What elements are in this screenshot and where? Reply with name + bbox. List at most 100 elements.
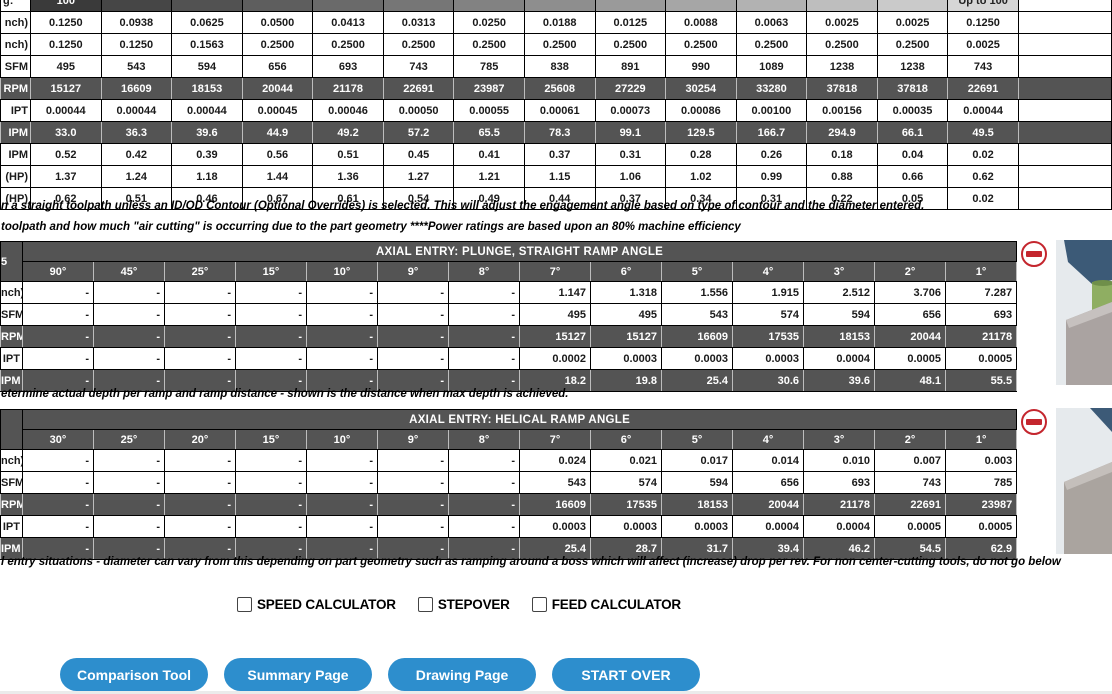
- table-cell: -: [22, 449, 94, 472]
- table-cell: 20044: [241, 77, 314, 100]
- corner-label: [0, 409, 23, 450]
- angle-header-cell: 6°: [590, 261, 662, 282]
- table-cell: 33.0: [30, 121, 102, 144]
- table-cell: 49.5: [947, 121, 1019, 144]
- table-cell: -: [306, 471, 378, 494]
- table-row: IPT - - - - - - -0.0003 0.0003 0.0003 0.0004 0.0004…: [0, 515, 1018, 538]
- table-cell: -: [377, 493, 449, 516]
- row-label: IPT: [0, 99, 31, 122]
- table-cell: 1.24: [100, 165, 173, 188]
- row-label: SFM: [0, 471, 23, 494]
- drawing-page-button[interactable]: Drawing Page: [388, 658, 536, 691]
- table-row: IPT - - - - - - -0.0002 0.0003 0.0003 0.0003 0.0004…: [0, 347, 1018, 370]
- comparison-tool-button[interactable]: Comparison Tool: [60, 658, 208, 691]
- row-label: (HP): [0, 187, 31, 210]
- table-cell: -: [93, 325, 165, 348]
- table-cell: 0.0250: [453, 11, 525, 34]
- table-cell: -: [448, 449, 520, 472]
- row-label: RPM: [0, 77, 31, 100]
- table-cell: 294.9: [806, 121, 878, 144]
- table-cell: -: [377, 325, 449, 348]
- table-cell: -: [377, 281, 449, 304]
- minus-circle-icon[interactable]: [1021, 241, 1047, 267]
- table-cell: 99.1: [594, 121, 667, 144]
- table-cell: -: [164, 369, 236, 392]
- table-cell: [1017, 187, 1112, 210]
- table-cell: 0.37: [523, 143, 596, 166]
- table-cell: -: [235, 515, 307, 538]
- table-cell: 31.7: [661, 537, 733, 560]
- start-over-button[interactable]: START OVER: [552, 658, 700, 691]
- table-cell: -: [306, 303, 378, 326]
- table-cell: -: [448, 515, 520, 538]
- speed-calculator-checkbox[interactable]: SPEED CALCULATOR: [237, 597, 396, 612]
- table-cell: 0.0413: [312, 11, 384, 34]
- table-cell: -: [448, 369, 520, 392]
- navigation-buttons: Comparison Tool Summary Page Drawing Page S…: [60, 658, 700, 691]
- angle-header-cell: 3°: [803, 429, 875, 450]
- table-row: IPM - - - - - - -25.4 28.7 31.7 39.4 46.2 54.5 62.9: [0, 537, 1018, 560]
- row-label: IPM: [0, 143, 31, 166]
- table-cell: 1.44: [241, 165, 314, 188]
- table-cell: 0.00061: [523, 99, 596, 122]
- table-cell: 0.0005: [874, 347, 946, 370]
- table-cell: 594: [661, 471, 733, 494]
- table-cell: 0.39: [171, 143, 243, 166]
- table-cell: -: [306, 369, 378, 392]
- table-cell: 0.017: [661, 449, 733, 472]
- table-cell: -: [306, 493, 378, 516]
- table-cell: -: [306, 449, 378, 472]
- checkbox-icon[interactable]: [417, 597, 433, 612]
- angle-header-cell: 5°: [661, 261, 733, 282]
- checkbox-icon[interactable]: [237, 597, 252, 612]
- table-cell: 495: [590, 303, 662, 326]
- table-cell: 656: [874, 303, 946, 326]
- table-cell: 15127: [519, 325, 591, 348]
- stepover-checkbox[interactable]: STEPOVER: [417, 597, 510, 612]
- minus-circle-icon[interactable]: [1021, 409, 1047, 435]
- table-cell: 0.2500: [735, 33, 808, 56]
- table-cell: -: [22, 325, 94, 348]
- table-cell: [1017, 0, 1112, 12]
- table-cell: 0.0125: [594, 11, 667, 34]
- table-cell: 0.0625: [171, 11, 243, 34]
- table-cell: 0.41: [453, 143, 525, 166]
- angle-header-cell: 3°: [803, 261, 875, 282]
- table-cell: 0.1250: [30, 33, 102, 56]
- table-cell: 0.0025: [806, 11, 878, 34]
- checkbox-icon[interactable]: [531, 597, 547, 612]
- table-cell: 1.06: [594, 165, 667, 188]
- table-cell: 1.36: [312, 165, 384, 188]
- diameter-header-cell: [453, 0, 525, 12]
- table-cell: 49.2: [312, 121, 384, 144]
- table-cell: 0.46: [171, 187, 243, 210]
- table-cell: 1.37: [30, 165, 102, 188]
- summary-page-button[interactable]: Summary Page: [224, 658, 372, 691]
- table-row: IPT 0.00044 0.00044 0.00044 0.00045 0.00046 0.…: [0, 99, 1112, 122]
- table-cell: 0.0003: [590, 515, 662, 538]
- table-cell: 0.00044: [100, 99, 173, 122]
- table-cell: 0.0088: [665, 11, 737, 34]
- table-cell: [1017, 33, 1112, 56]
- row-label: SFM: [0, 303, 23, 326]
- table-cell: -: [377, 347, 449, 370]
- row-label: nch): [0, 281, 23, 304]
- feed-calculator-checkbox[interactable]: FEED CALCULATOR: [531, 597, 681, 612]
- table-cell: 39.6: [803, 369, 875, 392]
- table-cell: -: [164, 449, 236, 472]
- table-cell: 57.2: [382, 121, 455, 144]
- table-cell: 30.6: [732, 369, 804, 392]
- table-row: nch) - - - - - - -1.147 1.318 1.556 1.915 2.512 3.70…: [0, 281, 1018, 304]
- diameter-header-cell: 100: [30, 0, 102, 12]
- table-cell: 22691: [874, 493, 946, 516]
- angle-header-cell: 15°: [235, 261, 307, 282]
- table-cell: -: [93, 303, 165, 326]
- table-cell: 0.007: [874, 449, 946, 472]
- table-cell: -: [235, 347, 307, 370]
- table-cell: 0.024: [519, 449, 591, 472]
- table-cell: 0.00044: [171, 99, 243, 122]
- angle-header-cell: 7°: [519, 261, 591, 282]
- table-cell: [1017, 143, 1112, 166]
- table-cell: -: [22, 281, 94, 304]
